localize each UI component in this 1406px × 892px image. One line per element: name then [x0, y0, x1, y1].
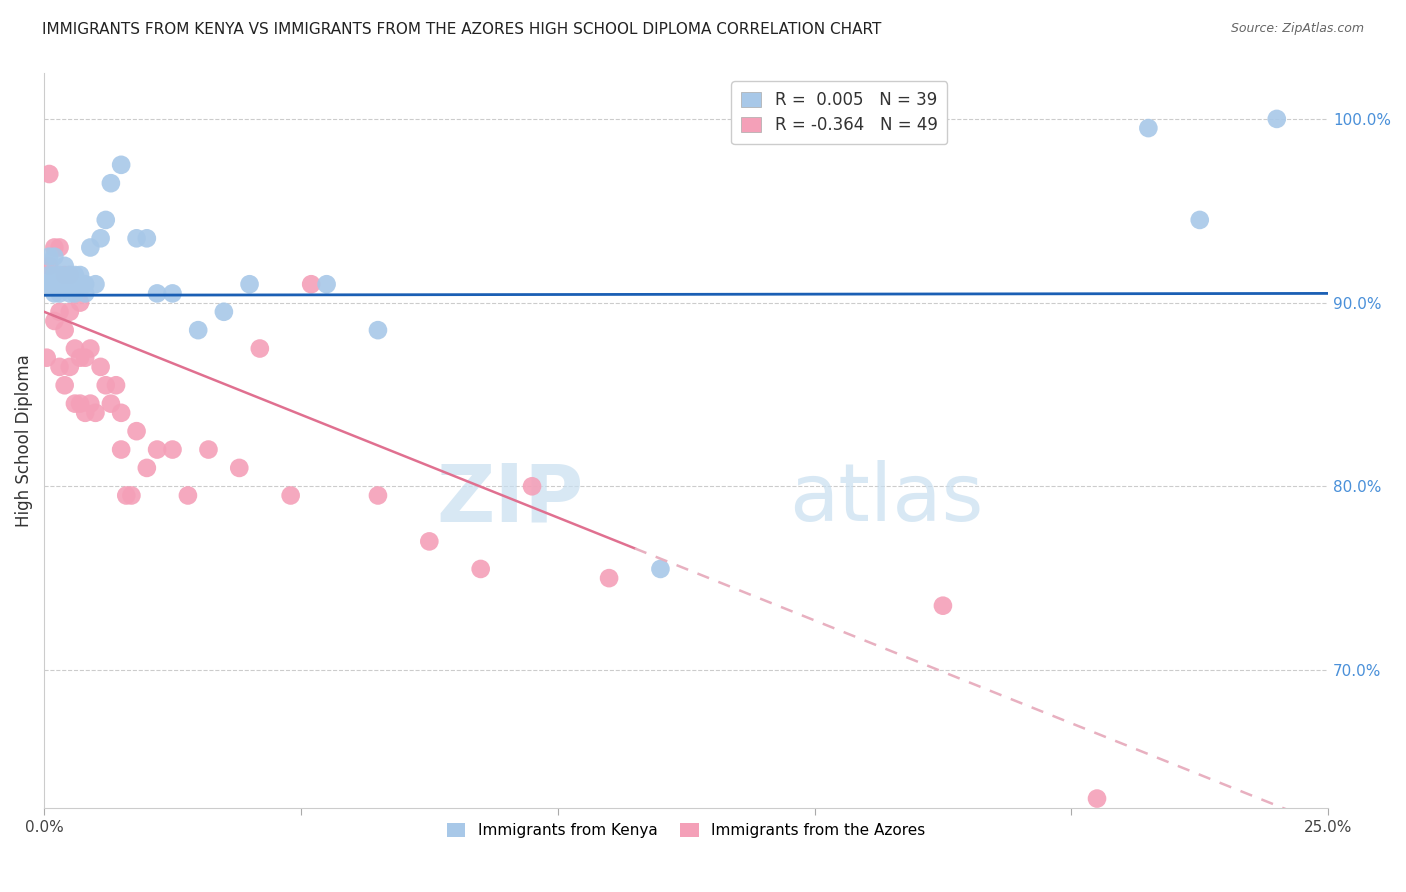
Point	[125, 424, 148, 438]
Point	[520, 479, 543, 493]
Point	[280, 488, 302, 502]
Point	[69, 351, 91, 365]
Point	[299, 277, 322, 292]
Point	[932, 599, 955, 613]
Point	[53, 378, 76, 392]
Point	[35, 277, 58, 292]
Point	[69, 277, 91, 292]
Point	[48, 305, 70, 319]
Point	[75, 286, 97, 301]
Text: ZIP: ZIP	[436, 460, 583, 538]
Point	[1265, 112, 1288, 126]
Point	[79, 240, 101, 254]
Point	[90, 359, 112, 374]
Point	[212, 305, 235, 319]
Point	[110, 442, 132, 457]
Point	[367, 323, 389, 337]
Text: IMMIGRANTS FROM KENYA VS IMMIGRANTS FROM THE AZORES HIGH SCHOOL DIPLOMA CORRELAT: IMMIGRANTS FROM KENYA VS IMMIGRANTS FROM…	[42, 22, 882, 37]
Point	[79, 342, 101, 356]
Point	[110, 406, 132, 420]
Point	[125, 231, 148, 245]
Point	[44, 314, 66, 328]
Point	[1188, 213, 1211, 227]
Point	[177, 488, 200, 502]
Point	[38, 259, 60, 273]
Point	[84, 406, 107, 420]
Point	[1137, 121, 1160, 136]
Point	[63, 342, 86, 356]
Point	[38, 167, 60, 181]
Point	[162, 442, 184, 457]
Legend: Immigrants from Kenya, Immigrants from the Azores: Immigrants from Kenya, Immigrants from t…	[441, 817, 931, 844]
Point	[197, 442, 219, 457]
Point	[228, 461, 250, 475]
Point	[44, 240, 66, 254]
Point	[69, 396, 91, 410]
Point	[44, 250, 66, 264]
Point	[598, 571, 620, 585]
Point	[48, 277, 70, 292]
Point	[94, 213, 117, 227]
Point	[105, 378, 128, 392]
Point	[249, 342, 271, 356]
Point	[90, 231, 112, 245]
Point	[238, 277, 260, 292]
Point	[187, 323, 209, 337]
Point	[1085, 791, 1108, 805]
Point	[38, 250, 60, 264]
Point	[59, 305, 82, 319]
Point	[44, 268, 66, 282]
Point	[53, 259, 76, 273]
Point	[41, 277, 63, 292]
Point	[135, 231, 157, 245]
Point	[38, 268, 60, 282]
Text: atlas: atlas	[789, 460, 983, 538]
Point	[63, 268, 86, 282]
Point	[48, 359, 70, 374]
Point	[418, 534, 440, 549]
Point	[59, 286, 82, 301]
Point	[63, 286, 86, 301]
Point	[75, 277, 97, 292]
Point	[59, 268, 82, 282]
Point	[59, 268, 82, 282]
Point	[100, 176, 122, 190]
Point	[48, 268, 70, 282]
Point	[53, 323, 76, 337]
Point	[315, 277, 337, 292]
Point	[115, 488, 138, 502]
Point	[35, 351, 58, 365]
Text: Source: ZipAtlas.com: Source: ZipAtlas.com	[1230, 22, 1364, 36]
Point	[69, 295, 91, 310]
Point	[100, 396, 122, 410]
Point	[84, 277, 107, 292]
Point	[63, 396, 86, 410]
Point	[94, 378, 117, 392]
Point	[135, 461, 157, 475]
Point	[162, 286, 184, 301]
Point	[75, 406, 97, 420]
Point	[53, 277, 76, 292]
Point	[48, 240, 70, 254]
Point	[48, 286, 70, 301]
Point	[120, 488, 142, 502]
Point	[110, 158, 132, 172]
Y-axis label: High School Diploma: High School Diploma	[15, 354, 32, 527]
Point	[146, 286, 169, 301]
Point	[75, 351, 97, 365]
Point	[59, 359, 82, 374]
Point	[44, 286, 66, 301]
Point	[53, 268, 76, 282]
Point	[650, 562, 672, 576]
Point	[470, 562, 492, 576]
Point	[69, 268, 91, 282]
Point	[79, 396, 101, 410]
Point	[367, 488, 389, 502]
Point	[146, 442, 169, 457]
